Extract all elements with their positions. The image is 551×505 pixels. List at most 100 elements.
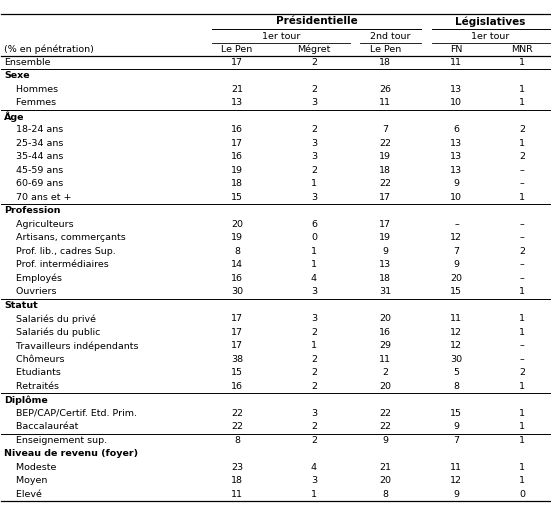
Text: 30: 30	[450, 355, 462, 364]
Text: Salariés du public: Salariés du public	[4, 328, 100, 337]
Text: 8: 8	[234, 436, 240, 445]
Text: 2: 2	[519, 247, 525, 256]
Text: 20: 20	[231, 220, 243, 229]
Text: Sexe: Sexe	[4, 71, 30, 80]
Text: 29: 29	[379, 341, 391, 350]
Text: 22: 22	[379, 179, 391, 188]
Text: Statut: Statut	[4, 301, 38, 310]
Text: 1: 1	[519, 463, 525, 472]
Text: 6: 6	[453, 125, 460, 134]
Text: 11: 11	[379, 98, 391, 108]
Text: 2: 2	[311, 166, 317, 175]
Text: 1er tour: 1er tour	[262, 31, 300, 40]
Text: 1: 1	[311, 179, 317, 188]
Text: 26: 26	[379, 85, 391, 94]
Text: 22: 22	[231, 422, 243, 431]
Text: 38: 38	[231, 355, 243, 364]
Text: 21: 21	[379, 463, 391, 472]
Text: 21: 21	[231, 85, 243, 94]
Text: 9: 9	[453, 179, 460, 188]
Text: 3: 3	[311, 98, 317, 108]
Text: 7: 7	[453, 247, 460, 256]
Text: 18-24 ans: 18-24 ans	[4, 125, 63, 134]
Text: 9: 9	[382, 247, 388, 256]
Text: 17: 17	[231, 341, 243, 350]
Text: Modeste: Modeste	[4, 463, 57, 472]
Text: 15: 15	[450, 409, 462, 418]
Text: (% en pénétration): (% en pénétration)	[4, 44, 94, 54]
Text: 13: 13	[379, 261, 391, 269]
Text: 3: 3	[311, 287, 317, 296]
Text: –: –	[520, 274, 525, 283]
Text: 1: 1	[311, 341, 317, 350]
Text: 2: 2	[519, 125, 525, 134]
Text: –: –	[454, 220, 459, 229]
Text: Le Pen: Le Pen	[370, 45, 401, 54]
Text: 15: 15	[231, 368, 243, 377]
Text: –: –	[520, 166, 525, 175]
Text: 1: 1	[519, 382, 525, 391]
Text: 19: 19	[379, 233, 391, 242]
Text: Prof. lib., cadres Sup.: Prof. lib., cadres Sup.	[4, 247, 116, 256]
Text: Ouvriers: Ouvriers	[4, 287, 57, 296]
Text: –: –	[520, 341, 525, 350]
Text: 2: 2	[311, 58, 317, 67]
Text: 2: 2	[311, 436, 317, 445]
Text: Le Pen: Le Pen	[222, 45, 253, 54]
Text: Salariés du privé: Salariés du privé	[4, 314, 96, 324]
Text: Chômeurs: Chômeurs	[4, 355, 64, 364]
Text: 6: 6	[311, 220, 317, 229]
Text: 13: 13	[450, 139, 462, 148]
Text: 9: 9	[453, 261, 460, 269]
Text: Âge: Âge	[4, 111, 25, 122]
Text: 2: 2	[311, 368, 317, 377]
Text: 3: 3	[311, 314, 317, 323]
Text: Législatives: Législatives	[456, 16, 526, 27]
Text: 20: 20	[379, 476, 391, 485]
Text: Prof. intermédiaires: Prof. intermédiaires	[4, 261, 109, 269]
Text: 11: 11	[450, 463, 462, 472]
Text: 22: 22	[379, 409, 391, 418]
Text: 19: 19	[231, 166, 243, 175]
Text: 1: 1	[519, 139, 525, 148]
Text: 1: 1	[519, 436, 525, 445]
Text: MNR: MNR	[511, 45, 533, 54]
Text: Niveau de revenu (foyer): Niveau de revenu (foyer)	[4, 449, 138, 459]
Text: 4: 4	[311, 463, 317, 472]
Text: Profession: Profession	[4, 207, 61, 215]
Text: 0: 0	[311, 233, 317, 242]
Text: Agriculteurs: Agriculteurs	[4, 220, 74, 229]
Text: 15: 15	[231, 193, 243, 202]
Text: 18: 18	[379, 58, 391, 67]
Text: 13: 13	[231, 98, 243, 108]
Text: 30: 30	[231, 287, 243, 296]
Text: 18: 18	[379, 166, 391, 175]
Text: Femmes: Femmes	[4, 98, 56, 108]
Text: 17: 17	[231, 328, 243, 337]
Text: 3: 3	[311, 193, 317, 202]
Text: –: –	[520, 355, 525, 364]
Text: Elevé: Elevé	[4, 490, 42, 499]
Text: Ensemble: Ensemble	[4, 58, 51, 67]
Text: 12: 12	[450, 328, 462, 337]
Text: 2: 2	[311, 328, 317, 337]
Text: 18: 18	[379, 274, 391, 283]
Text: 18: 18	[231, 179, 243, 188]
Text: 11: 11	[450, 58, 462, 67]
Text: 19: 19	[231, 233, 243, 242]
Text: 20: 20	[450, 274, 462, 283]
Text: 2: 2	[311, 85, 317, 94]
Text: 7: 7	[382, 125, 388, 134]
Text: 1: 1	[519, 422, 525, 431]
Text: 13: 13	[450, 153, 462, 162]
Text: 16: 16	[231, 153, 243, 162]
Text: 0: 0	[519, 490, 525, 499]
Text: Enseignement sup.: Enseignement sup.	[4, 436, 107, 445]
Text: 2: 2	[311, 382, 317, 391]
Text: 3: 3	[311, 409, 317, 418]
Text: 2: 2	[311, 422, 317, 431]
Text: 3: 3	[311, 139, 317, 148]
Text: 19: 19	[379, 153, 391, 162]
Text: –: –	[520, 179, 525, 188]
Text: 16: 16	[231, 125, 243, 134]
